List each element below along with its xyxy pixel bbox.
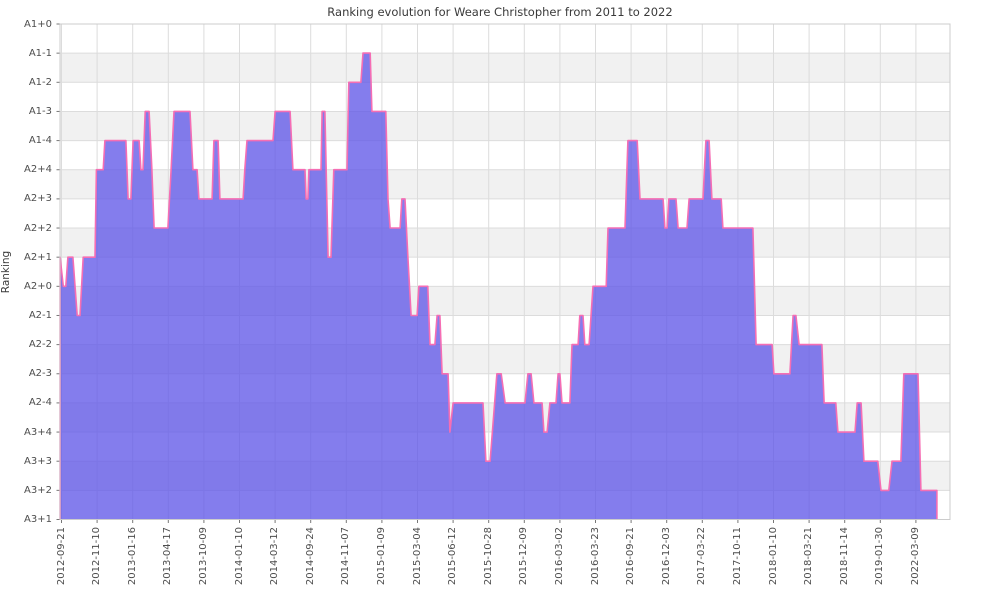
- plot-border: [59, 23, 951, 520]
- x-tick-label: 2013-01-16: [126, 527, 138, 586]
- plot-band: [60, 24, 950, 54]
- y-tick-label: A2+3: [24, 193, 52, 205]
- plot-band: [60, 140, 950, 170]
- x-tick-label: 2013-04-17: [162, 527, 174, 586]
- x-tick-label: 2015-12-09: [518, 527, 530, 586]
- y-tick-label: A1-4: [28, 135, 52, 147]
- x-tick-label: 2018-01-10: [767, 527, 779, 586]
- x-tick-label: 2014-11-07: [340, 527, 352, 586]
- x-tick-label: 2017-03-22: [696, 527, 708, 586]
- x-tick-label: 2012-11-10: [91, 527, 103, 586]
- x-tick-label: 2015-10-28: [482, 527, 494, 586]
- y-tick-label: A2-2: [28, 339, 52, 351]
- x-tick-label: 2014-01-10: [233, 527, 245, 586]
- x-tick-label: 2013-10-09: [197, 527, 209, 586]
- y-tick-label: A3+4: [24, 426, 52, 438]
- x-tick-label: 2015-01-09: [375, 527, 387, 586]
- y-tick-label: A1-3: [28, 105, 52, 117]
- y-tick-label: A2-1: [28, 309, 52, 321]
- x-tick-label: 2015-03-04: [411, 527, 423, 586]
- y-tick-label: A3+3: [24, 455, 52, 467]
- ranking-line: [59, 52, 938, 520]
- y-tick-label: A2+0: [24, 280, 52, 292]
- x-tick-label: 2016-09-21: [625, 527, 637, 586]
- y-tick-label: A2+1: [24, 251, 52, 263]
- plot-band: [60, 82, 950, 112]
- y-tick-label: A3+1: [24, 514, 52, 525]
- x-tick-label: 2017-10-11: [731, 527, 743, 586]
- x-tick-label: 2018-11-14: [838, 527, 850, 586]
- x-tick-label: 2019-01-30: [874, 527, 886, 586]
- x-tick-label: 2022-03-09: [909, 527, 921, 586]
- x-tick-label: 2016-03-02: [553, 527, 565, 586]
- y-tick-label: A1-1: [28, 47, 52, 59]
- chart-title: Ranking evolution for Weare Christopher …: [327, 5, 673, 19]
- x-tick-label: 2014-09-24: [304, 527, 316, 586]
- x-tick-label: 2012-09-21: [55, 527, 67, 586]
- y-tick-label: A1+0: [24, 18, 52, 30]
- x-tick-label: 2018-03-21: [803, 527, 815, 586]
- x-tick-label: 2016-12-03: [660, 527, 672, 586]
- x-tick-label: 2016-03-23: [589, 527, 601, 586]
- plot-band: [60, 111, 950, 141]
- ranking-area: [60, 53, 937, 520]
- y-tick-label: A3+2: [24, 484, 52, 496]
- x-tick-label: 2015-06-12: [447, 527, 459, 586]
- y-tick-label: A2-4: [28, 397, 52, 409]
- x-tick-label: 2014-03-12: [269, 527, 281, 586]
- plot-band: [60, 169, 950, 199]
- plot-band: [60, 53, 950, 83]
- y-tick-label: A1-2: [28, 76, 52, 88]
- y-tick-label: A2-3: [28, 368, 52, 380]
- y-tick-label: A2+4: [24, 164, 52, 176]
- y-tick-label: A2+2: [24, 222, 52, 234]
